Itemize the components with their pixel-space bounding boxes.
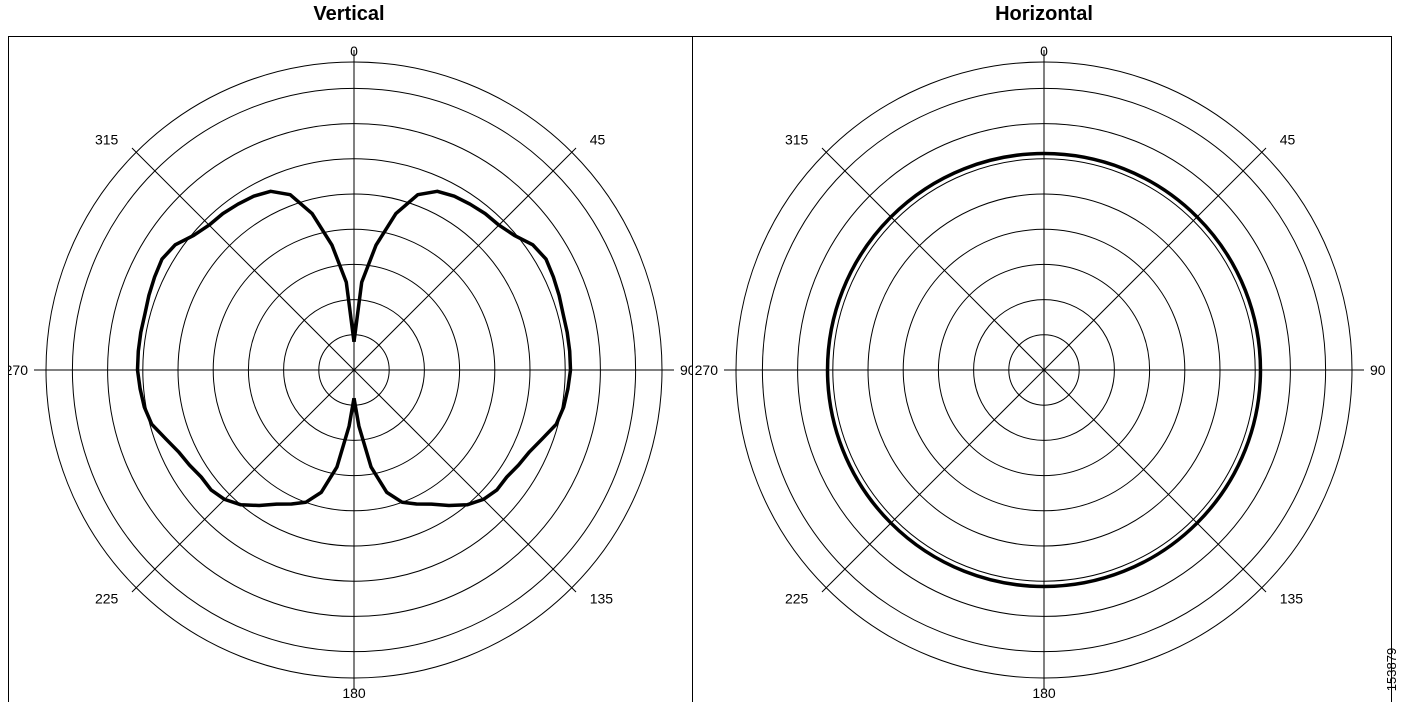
vertical-angle-label-225: 225 bbox=[95, 591, 119, 607]
horizontal-angle-label-90: 90 bbox=[1370, 362, 1386, 378]
horizontal-spoke-135 bbox=[1043, 369, 1267, 593]
horizontal-chart-title: Horizontal bbox=[995, 3, 1093, 25]
horizontal-angle-label-180: 180 bbox=[1032, 685, 1056, 701]
horizontal-angle-label-0: 0 bbox=[1040, 43, 1048, 59]
horizontal-angle-label-270: 270 bbox=[695, 362, 719, 378]
vertical-polar-chart: 0 45 90 135 180 225 270 315 bbox=[9, 43, 695, 701]
horizontal-angle-label-315: 315 bbox=[785, 131, 809, 147]
vertical-angle-label-90: 90 bbox=[680, 362, 695, 378]
horizontal-spoke-225 bbox=[821, 369, 1045, 593]
vertical-chart-panel: 0 45 90 135 180 225 270 315 bbox=[8, 36, 695, 702]
vertical-spoke-45 bbox=[353, 147, 577, 371]
vertical-spoke-225 bbox=[131, 369, 355, 593]
vertical-angle-label-270: 270 bbox=[9, 362, 28, 378]
horizontal-spoke-315 bbox=[821, 147, 1045, 371]
vertical-series-line-right bbox=[352, 189, 573, 508]
vertical-series-line-left bbox=[135, 189, 356, 508]
vertical-chart-title: Vertical bbox=[313, 3, 385, 25]
vertical-angle-label-135: 135 bbox=[590, 591, 614, 607]
vertical-angle-label-45: 45 bbox=[590, 131, 606, 147]
horizontal-polar-chart: 0 45 90 135 180 225 270 315 bbox=[695, 43, 1386, 701]
horizontal-series-line-1 bbox=[825, 151, 1263, 589]
vertical-spoke-315 bbox=[131, 147, 355, 371]
vertical-spoke-135 bbox=[353, 369, 577, 593]
horizontal-angle-label-45: 45 bbox=[1280, 131, 1296, 147]
figure-id: 153879 bbox=[1384, 647, 1400, 692]
horizontal-chart-panel: 0 45 90 135 180 225 270 315 bbox=[692, 36, 1392, 702]
horizontal-angle-label-225: 225 bbox=[785, 591, 809, 607]
vertical-angle-label-180: 180 bbox=[342, 685, 366, 701]
horizontal-angle-label-135: 135 bbox=[1280, 591, 1304, 607]
vertical-angle-label-0: 0 bbox=[350, 43, 358, 59]
horizontal-spoke-45 bbox=[1043, 147, 1267, 371]
vertical-angle-label-315: 315 bbox=[95, 131, 119, 147]
